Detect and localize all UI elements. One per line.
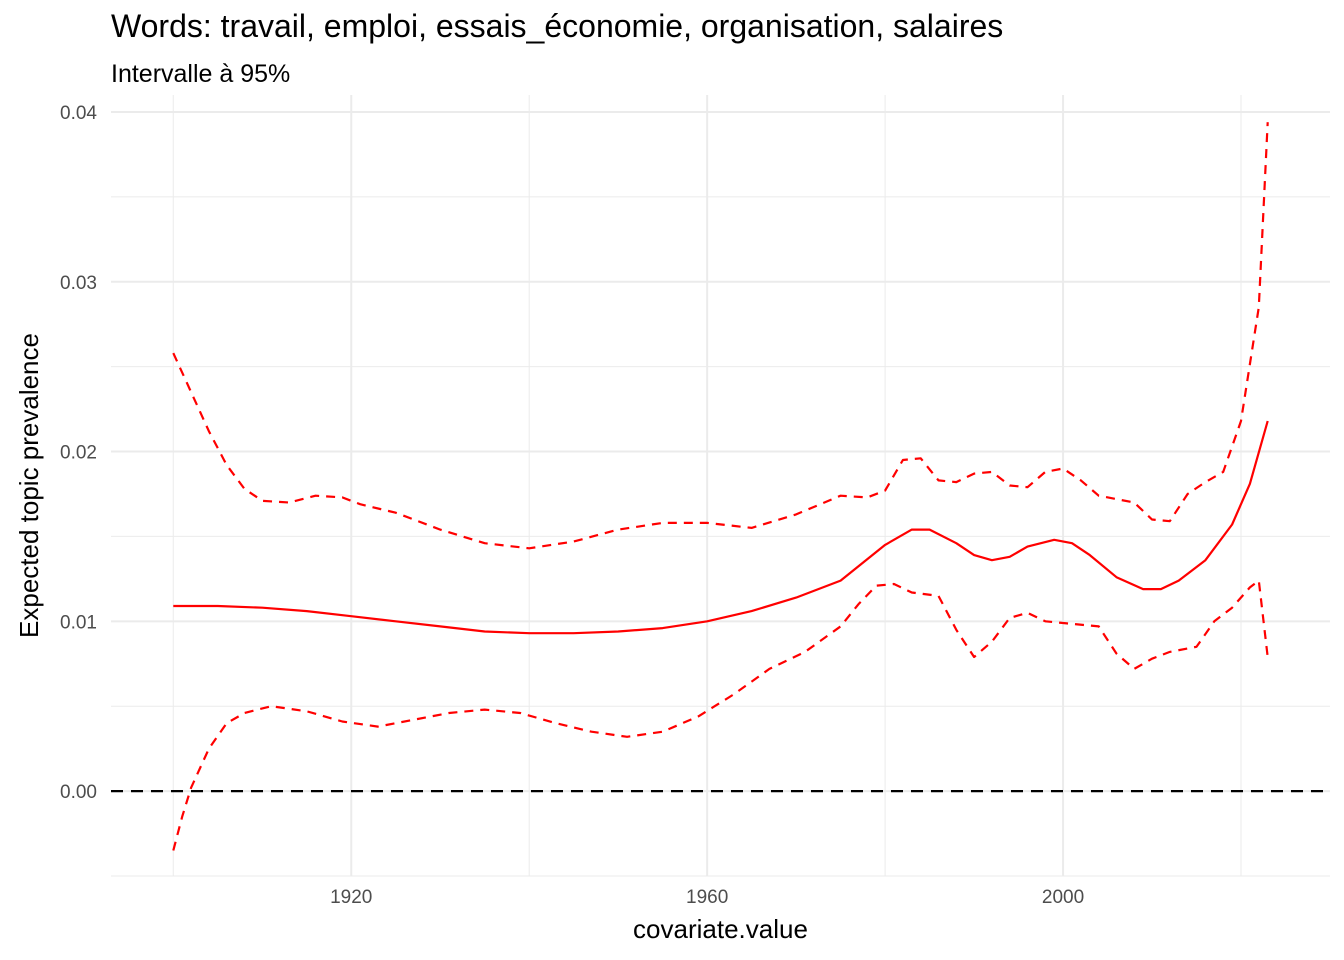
series-line-lower-95- xyxy=(172,579,1269,851)
y-axis-title: Expected topic prevalence xyxy=(14,333,44,638)
y-tick-label: 0.02 xyxy=(60,443,97,464)
chart-title: Words: travail, emploi, essais_économie,… xyxy=(111,8,1004,44)
y-axis-ticks: 0.00 0.01 0.02 0.03 0.04 xyxy=(60,103,97,803)
series-layer xyxy=(172,122,1269,851)
x-tick-label: 1920 xyxy=(330,887,372,908)
y-tick-label: 0.00 xyxy=(60,782,97,803)
grid xyxy=(111,95,1330,877)
x-axis-ticks: 1920 1960 2000 xyxy=(330,887,1084,908)
x-axis-title: covariate.value xyxy=(633,914,808,944)
y-tick-label: 0.03 xyxy=(60,273,97,294)
x-tick-label: 1960 xyxy=(686,887,728,908)
y-tick-label: 0.01 xyxy=(60,612,97,633)
y-tick-label: 0.04 xyxy=(60,103,97,124)
series-line-estimate xyxy=(173,420,1269,635)
x-tick-label: 2000 xyxy=(1042,887,1084,908)
series-line-upper-95- xyxy=(172,122,1269,550)
chart-subtitle: Intervalle à 95% xyxy=(111,60,291,88)
